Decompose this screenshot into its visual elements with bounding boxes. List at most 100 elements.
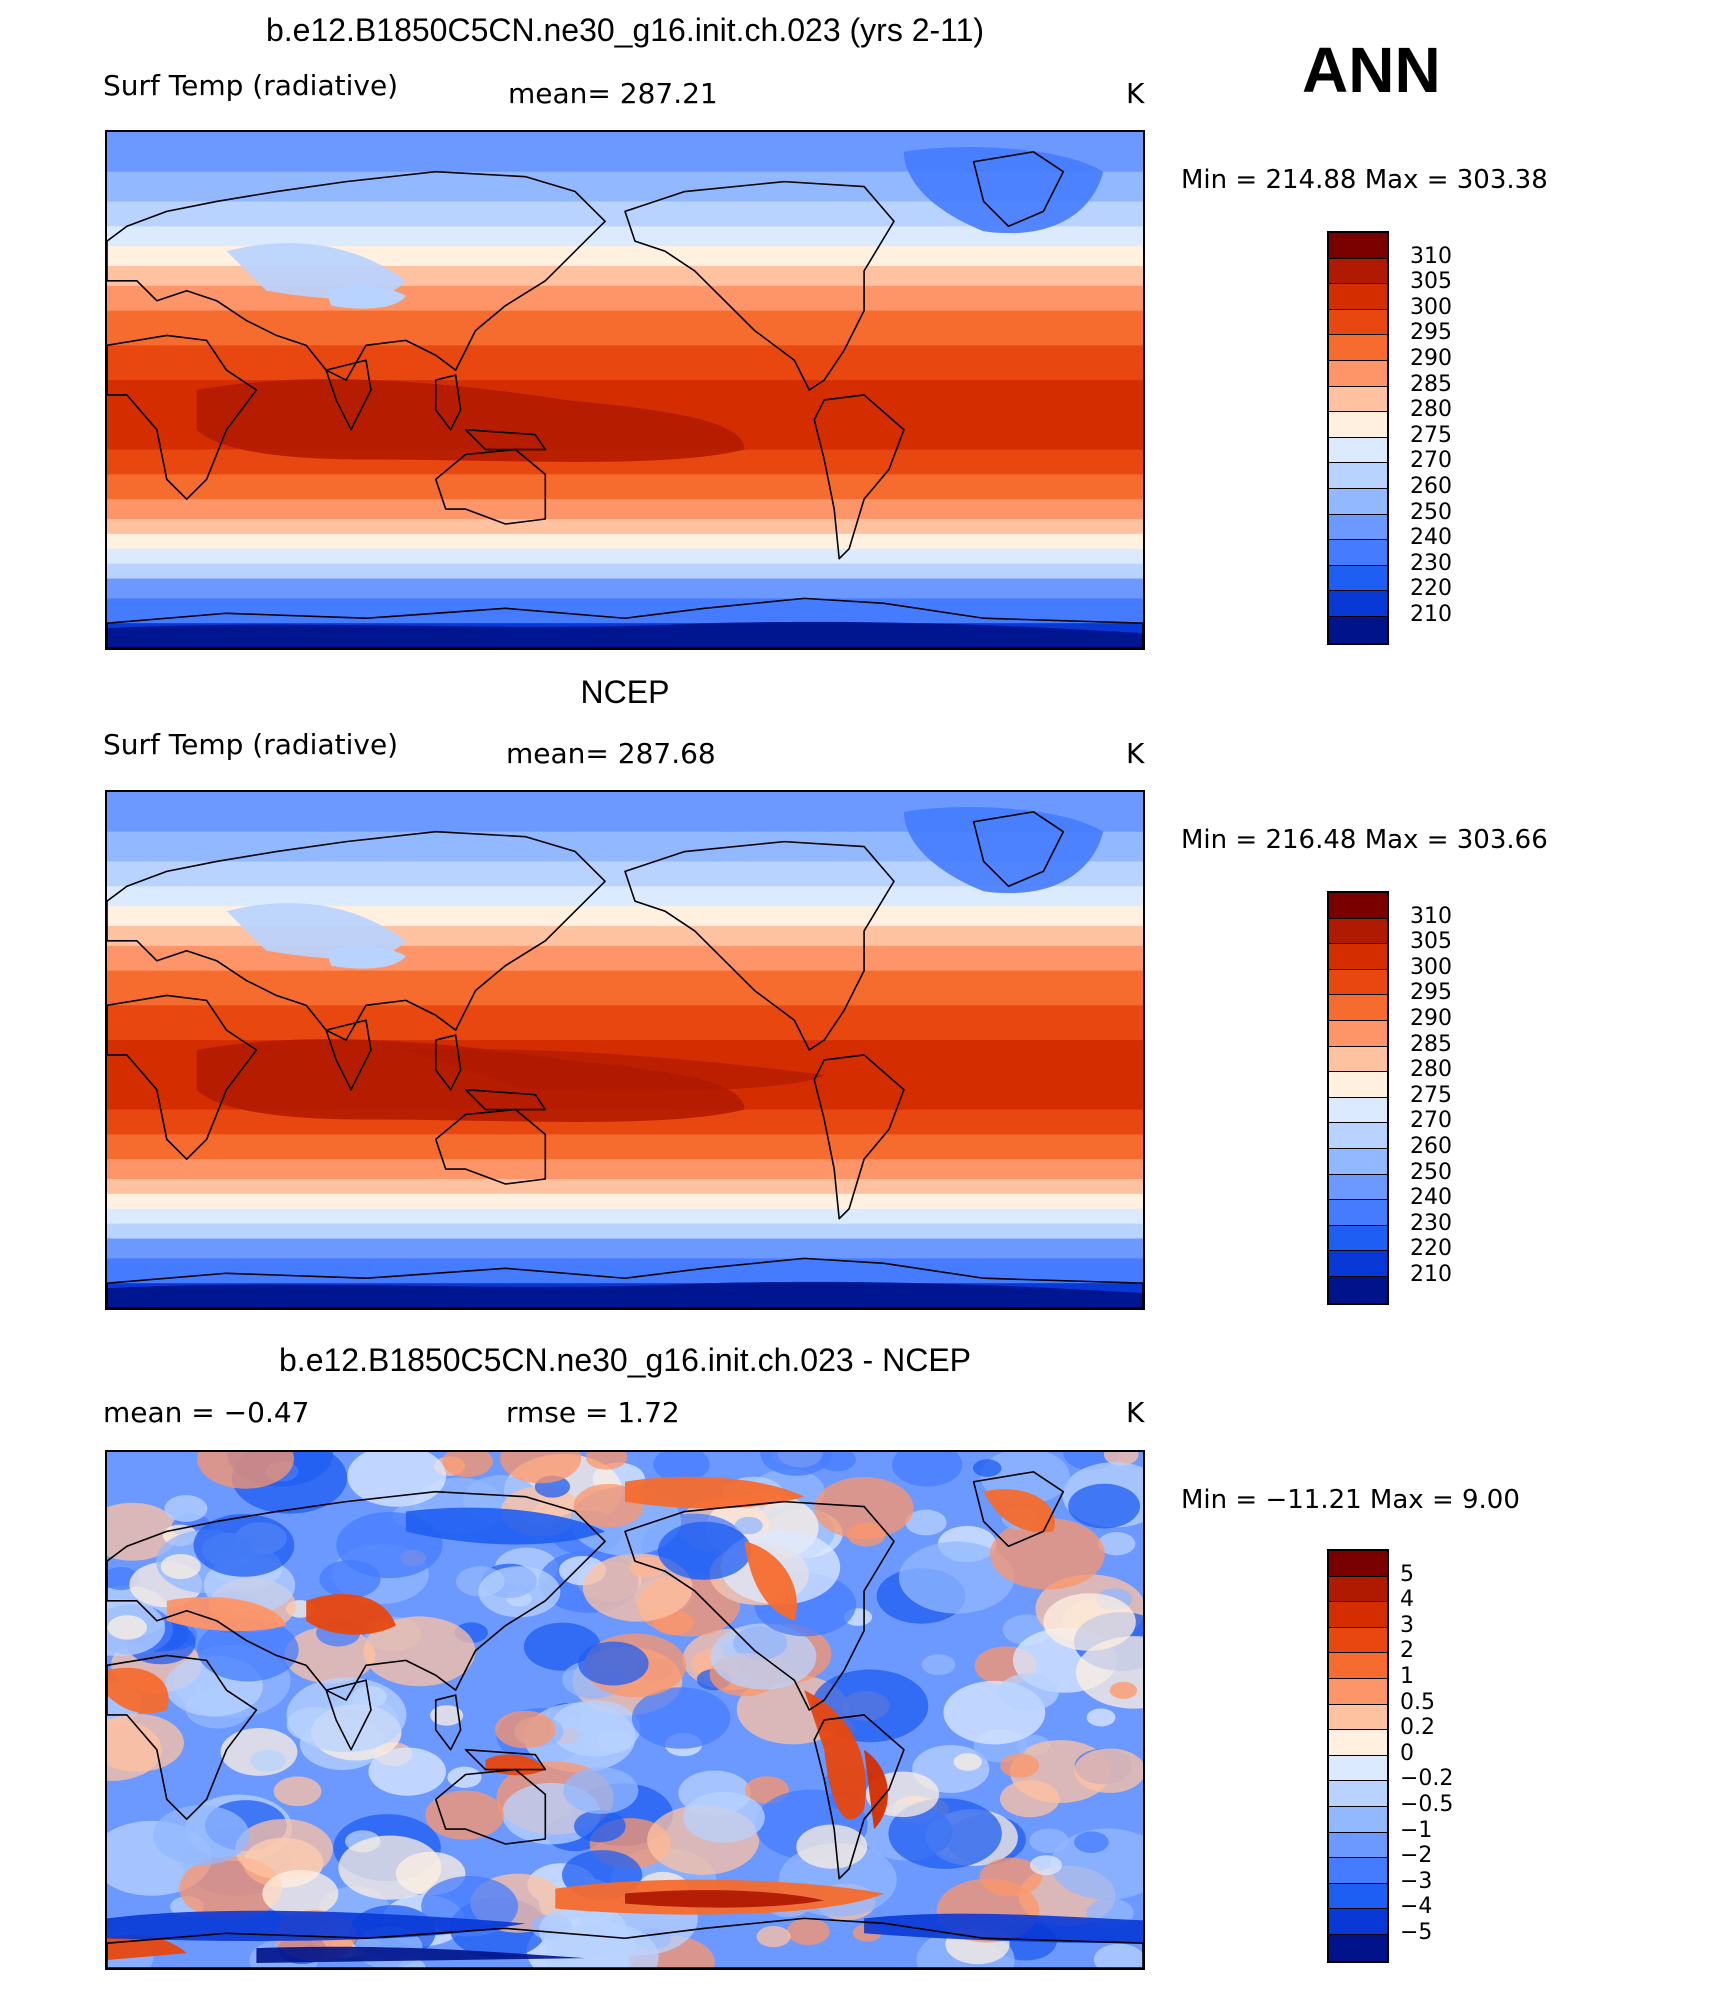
panel-3-rmse-label: rmse = 1.72 [506,1396,680,1429]
colorbar-swatch [1329,1123,1387,1149]
colorbar-tick-label: 230 [1410,550,1452,576]
colorbar-tick-label: 5 [1400,1561,1414,1587]
colorbar-swatch [1329,1174,1387,1201]
panel-3-colorbar [1327,1549,1389,1963]
panel-2-title: NCEP [580,674,670,710]
panel-1-minmax: Min = 214.88 Max = 303.38 [1181,165,1548,195]
colorbar-swatch [1329,412,1387,438]
colorbar-swatch [1329,1276,1387,1303]
panel-1-variable-label: Surf Temp (radiative) [103,69,399,102]
panel-1-colorbar [1327,231,1389,645]
colorbar-swatch [1329,1730,1387,1756]
colorbar-tick-label: 310 [1410,903,1452,929]
colorbar-swatch [1329,1576,1387,1603]
colorbar-tick-label: 300 [1410,294,1452,320]
colorbar-swatch [1329,616,1387,643]
colorbar-tick-label: 210 [1410,602,1452,627]
colorbar-tick-label: 285 [1410,1031,1452,1057]
colorbar-tick-label: 0 [1400,1740,1414,1766]
colorbar-tick-label: 305 [1410,269,1452,295]
colorbar-tick-label: 295 [1410,320,1452,346]
panel-3-title: b.e12.B1850C5CN.ne30_g16.init.ch.023 - N… [279,1342,971,1378]
colorbar-swatch [1329,1602,1387,1628]
colorbar-swatch [1329,1704,1387,1731]
colorbar-swatch [1329,488,1387,515]
colorbar-tick-label: 260 [1410,474,1452,499]
colorbar-tick-label: 250 [1410,1159,1452,1185]
colorbar-swatch [1329,514,1387,541]
colorbar-tick-label: −1 [1400,1817,1433,1843]
colorbar-swatch [1329,386,1387,413]
panel-3-mean-label: mean = −0.47 [103,1396,310,1429]
colorbar-tick-label: 280 [1410,1057,1452,1083]
colorbar-swatch [1329,1225,1387,1252]
panel-1-title: b.e12.B1850C5CN.ne30_g16.init.ch.023 (yr… [265,12,985,48]
colorbar-swatch [1329,1832,1387,1859]
colorbar-swatch [1329,1858,1387,1884]
panel-2-units: K [1126,737,1145,770]
colorbar-swatch [1329,944,1387,970]
colorbar-tick-label: 280 [1410,397,1452,423]
colorbar-swatch [1329,1806,1387,1833]
colorbar-tick-label: 310 [1410,243,1452,269]
colorbar-swatch [1329,233,1387,259]
colorbar-tick-label: −2 [1400,1843,1433,1869]
colorbar-swatch [1329,1781,1387,1807]
colorbar-swatch [1329,1627,1387,1654]
colorbar-swatch [1329,1755,1387,1782]
colorbar-swatch [1329,1046,1387,1073]
colorbar-tick-label: 2 [1400,1638,1414,1664]
panel-3-units: K [1126,1396,1145,1429]
panel-1-units: K [1126,77,1145,110]
colorbar-tick-label: 1 [1400,1664,1414,1689]
colorbar-swatch [1329,1678,1387,1705]
panel-2-mean-label: mean= 287.68 [506,737,716,770]
panel-2-variable-label: Surf Temp (radiative) [103,728,399,761]
colorbar-tick-label: 270 [1410,448,1452,474]
colorbar-swatch [1329,1883,1387,1910]
colorbar-tick-label: 240 [1410,1185,1452,1211]
colorbar-tick-label: 290 [1410,1006,1452,1031]
panel-2-map [105,790,1145,1310]
colorbar-tick-label: 275 [1410,1082,1452,1108]
colorbar-tick-label: −3 [1400,1868,1433,1894]
colorbar-tick-label: −0.2 [1400,1766,1454,1792]
colorbar-tick-label: 210 [1410,1262,1452,1287]
colorbar-swatch [1329,1072,1387,1098]
colorbar-swatch [1329,258,1387,285]
colorbar-swatch [1329,309,1387,336]
colorbar-swatch [1329,335,1387,361]
season-label: ANN [1302,34,1441,106]
panel-3-map [105,1450,1145,1970]
panel-3-minmax: Min = −11.21 Max = 9.00 [1181,1485,1520,1515]
colorbar-swatch [1329,540,1387,566]
colorbar-tick-label: 0.5 [1400,1689,1435,1715]
colorbar-swatch [1329,1251,1387,1277]
colorbar-swatch [1329,1934,1387,1961]
colorbar-tick-label: 230 [1410,1210,1452,1236]
colorbar-tick-label: 3 [1400,1612,1414,1638]
colorbar-tick-label: 220 [1410,576,1452,602]
colorbar-tick-label: 275 [1410,422,1452,448]
panel-2-minmax: Min = 216.48 Max = 303.66 [1181,825,1548,855]
colorbar-swatch [1329,1653,1387,1679]
panel-1-mean-label: mean= 287.21 [508,77,718,110]
colorbar-tick-label: 305 [1410,929,1452,955]
colorbar-tick-label: 295 [1410,980,1452,1006]
colorbar-tick-label: 290 [1410,346,1452,371]
colorbar-swatch [1329,565,1387,592]
colorbar-swatch [1329,995,1387,1021]
colorbar-tick-label: 240 [1410,525,1452,551]
colorbar-tick-label: 250 [1410,499,1452,525]
colorbar-swatch [1329,591,1387,617]
colorbar-tick-label: 285 [1410,371,1452,397]
colorbar-swatch [1329,437,1387,464]
colorbar-tick-label: 270 [1410,1108,1452,1134]
colorbar-swatch [1329,1200,1387,1226]
colorbar-swatch [1329,284,1387,310]
colorbar-tick-label: 220 [1410,1236,1452,1262]
colorbar-tick-label: 0.2 [1400,1715,1435,1741]
colorbar-swatch [1329,463,1387,489]
colorbar-tick-label: 300 [1410,954,1452,980]
panel-2-colorbar [1327,891,1389,1305]
